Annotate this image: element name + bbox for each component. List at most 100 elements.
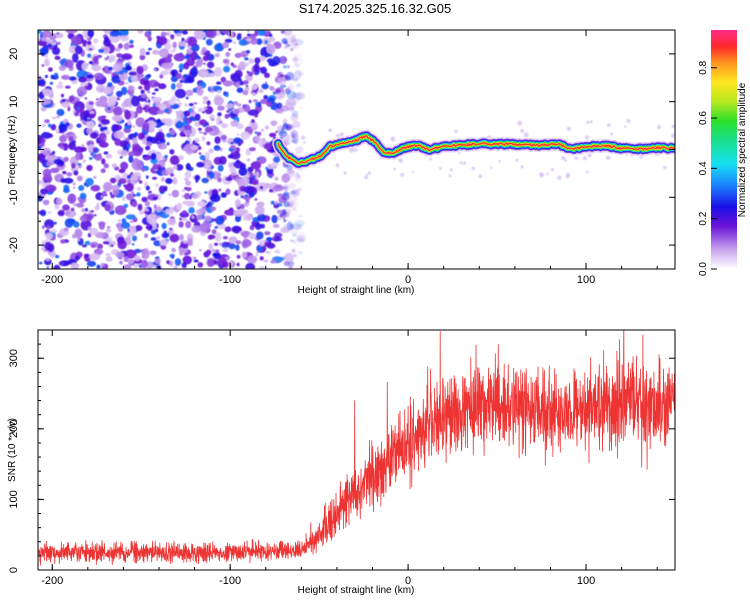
noise-blob [86,117,91,120]
noise-blob [224,242,231,246]
noise-blob [171,189,180,198]
noise-blob [160,244,167,250]
noise-blob [174,88,186,99]
noise-blob [119,74,125,82]
noise-blob [259,185,264,190]
noise-blob [218,120,223,125]
noise-blob [165,178,173,184]
noise-blob [248,232,256,240]
noise-blob [283,45,288,50]
noise-blob [102,241,109,245]
noise-blob [155,131,165,142]
noise-blob [269,175,273,179]
noise-blob [55,128,60,134]
noise-blob [283,138,289,145]
noise-blob [255,171,260,178]
noise-blob [343,171,347,175]
x-tick-label: 0 [405,274,411,286]
noise-blob [206,100,211,106]
noise-blob [216,42,223,51]
noise-blob [169,155,180,166]
noise-blob [58,81,63,85]
noise-blob [282,217,286,220]
noise-blob [159,239,169,246]
noise-blob [44,74,49,79]
noise-blob [104,137,107,141]
noise-blob [169,129,176,136]
noise-blob [285,72,295,81]
noise-blob [73,170,79,176]
noise-blob [151,96,163,103]
noise-blob [290,129,298,139]
noise-blob [264,231,271,236]
noise-blob [63,156,69,162]
noise-blob [266,43,276,55]
noise-blob [165,208,172,215]
noise-blob [242,194,252,200]
noise-blob [84,97,88,100]
noise-blob [146,74,152,78]
spectrogram-noise-field [38,30,675,269]
noise-blob [454,129,458,134]
noise-blob [293,254,297,258]
noise-blob [46,225,51,230]
noise-blob [288,265,293,269]
noise-blob [288,141,291,145]
noise-blob [234,52,242,59]
noise-blob [57,160,65,167]
noise-blob [242,214,253,221]
noise-blob [586,120,590,124]
noise-blob [119,30,129,36]
noise-blob [214,226,218,229]
noise-blob [288,261,295,267]
noise-blob [50,167,60,173]
noise-blob [214,232,222,242]
noise-blob [76,123,82,128]
noise-blob [72,182,76,186]
snr-x-label: Height of straight line (km) [298,585,415,596]
noise-blob [290,239,293,242]
noise-blob [90,243,96,248]
noise-blob [89,253,101,261]
y-tick-label: -10 [8,189,20,205]
noise-blob [204,215,212,222]
noise-blob [101,100,108,105]
noise-blob [216,81,222,85]
noise-blob [365,173,368,176]
noise-blob [228,30,234,39]
noise-blob [82,159,86,163]
noise-blob [265,250,271,254]
noise-blob [46,156,56,162]
noise-blob [174,258,182,266]
noise-blob [213,67,223,77]
noise-blob [274,249,281,254]
spectrogram-y-ticks: -20 -10 0 10 20 [8,29,675,270]
y-tick-label: 10 [8,96,20,108]
noise-blob [104,36,110,44]
noise-blob [236,87,244,93]
noise-blob [199,249,202,252]
noise-blob [81,39,88,45]
noise-blob [71,233,77,239]
noise-blob [185,180,192,186]
noise-blob [46,99,51,105]
noise-blob [159,74,164,79]
noise-blob [241,239,252,248]
noise-blob [205,38,213,46]
noise-blob [287,106,295,112]
noise-blob [83,212,89,219]
noise-blob [202,55,209,62]
y-tick-label: 0 [8,567,20,573]
noise-blob [117,58,125,63]
noise-blob [266,58,273,63]
noise-blob [190,109,195,114]
y-tick-label: 0 [8,146,20,152]
noise-blob [74,45,83,55]
noise-blob [539,172,544,177]
noise-blob [125,182,134,192]
noise-blob [65,30,78,34]
noise-blob [167,218,177,226]
noise-blob [178,155,184,161]
noise-blob [141,93,147,98]
noise-blob [124,82,129,85]
